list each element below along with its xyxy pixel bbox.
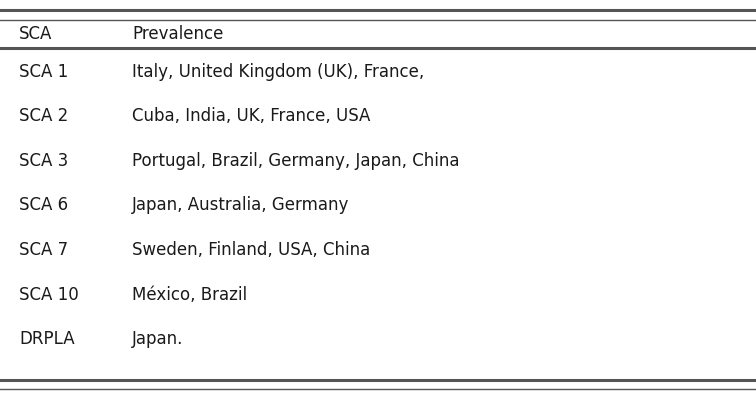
Text: SCA: SCA <box>19 25 52 43</box>
Text: Japan.: Japan. <box>132 330 184 348</box>
Text: SCA 10: SCA 10 <box>19 285 79 304</box>
Text: SCA 1: SCA 1 <box>19 62 68 81</box>
Text: Japan, Australia, Germany: Japan, Australia, Germany <box>132 196 350 215</box>
Text: Portugal, Brazil, Germany, Japan, China: Portugal, Brazil, Germany, Japan, China <box>132 152 460 170</box>
Text: Italy, United Kingdom (UK), France,: Italy, United Kingdom (UK), France, <box>132 62 425 81</box>
Text: México, Brazil: México, Brazil <box>132 285 247 304</box>
Text: Prevalence: Prevalence <box>132 25 224 43</box>
Text: SCA 6: SCA 6 <box>19 196 68 215</box>
Text: SCA 2: SCA 2 <box>19 107 68 125</box>
Text: SCA 7: SCA 7 <box>19 241 68 259</box>
Text: Cuba, India, UK, France, USA: Cuba, India, UK, France, USA <box>132 107 370 125</box>
Text: DRPLA: DRPLA <box>19 330 75 348</box>
Text: SCA 3: SCA 3 <box>19 152 68 170</box>
Text: Sweden, Finland, USA, China: Sweden, Finland, USA, China <box>132 241 370 259</box>
